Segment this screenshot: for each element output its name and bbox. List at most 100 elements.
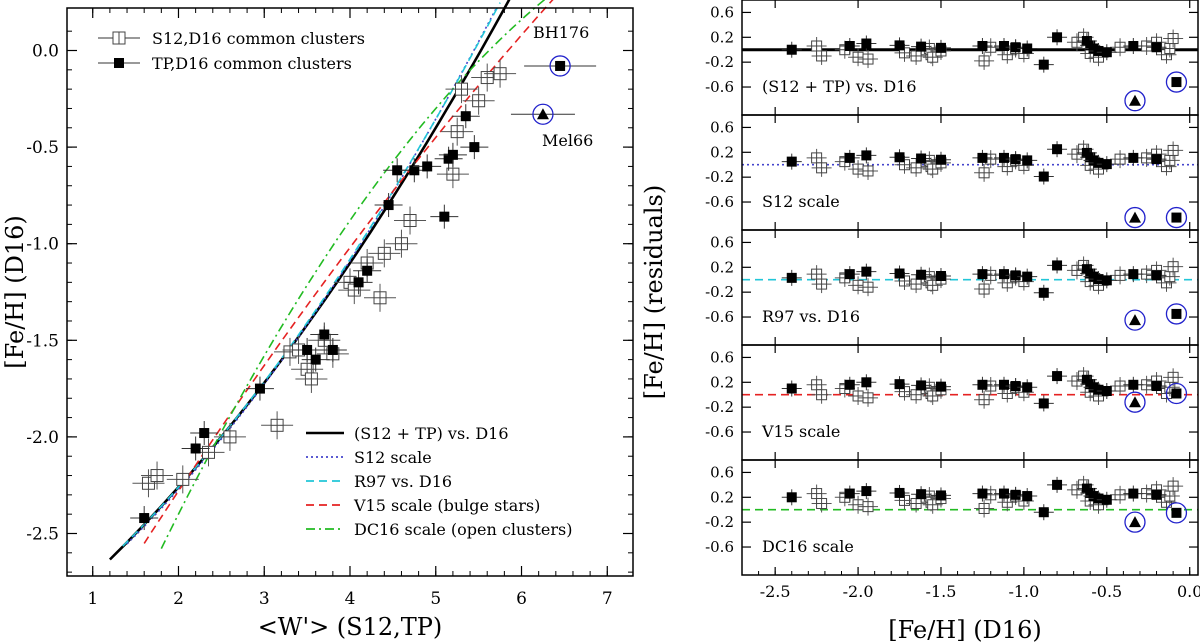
legend-curve-label: R97 vs. D16 (354, 472, 452, 491)
residual-mel66-marker-circle (1124, 511, 1146, 533)
right-y-tick-label: -0.2 (705, 398, 734, 416)
right-y-tick-label: 0.2 (710, 143, 734, 161)
fit-curve-3 (143, 0, 554, 544)
legend-marker-filled (114, 58, 124, 68)
right-y-tick-label: -0.6 (705, 78, 734, 96)
residual-bh176-marker-circle (1165, 382, 1188, 405)
residual-filled-marker (1101, 494, 1112, 505)
residual-filled-marker (1101, 159, 1112, 170)
residual-filled-marker (998, 269, 1009, 280)
residual-filled-marker (1093, 493, 1104, 504)
filled-marker (327, 344, 338, 355)
left-x-tick-label: 4 (345, 589, 356, 609)
residual-filled-marker (1038, 398, 1049, 409)
right-y-tick-label: 0.6 (710, 233, 734, 251)
left-panel: 1 2 3 4 5 6 7 0.0 -0.5 -1.0 -1.5 -2.0 -2.5 <W'> (S12… (1, 0, 634, 641)
residual-mel66-marker (1128, 516, 1141, 528)
residual-filled-marker (894, 268, 905, 279)
left-y-tick-label: 0.0 (32, 42, 59, 62)
legend-curves: (S12 + TP) vs. D16 S12 scale R97 vs. D16 V1… (306, 424, 572, 539)
right-y-tick-label: -0.2 (705, 283, 734, 301)
residual-filled-marker (1010, 42, 1021, 53)
residual-mel66-marker (1128, 396, 1141, 408)
right-y-tick-label: -0.2 (705, 168, 734, 186)
residual-filled-marker (935, 490, 946, 501)
residual-filled-marker (861, 150, 872, 161)
residual-bh176-marker (1171, 507, 1182, 518)
residual-panel-label: V15 scale (761, 422, 840, 441)
residual-filled-marker (1128, 269, 1139, 280)
right-x-tick-label: -2.0 (843, 582, 874, 601)
residual-filled-marker (844, 379, 855, 390)
residual-filled-marker (1052, 479, 1063, 490)
residual-mel66-marker-circle (1124, 206, 1146, 229)
residual-bh176-marker (1171, 212, 1182, 223)
residual-filled-marker (1052, 144, 1063, 155)
left-y-tick-label: -2.5 (26, 524, 59, 544)
residual-filled-marker (1101, 275, 1112, 286)
residual-filled-marker (1038, 59, 1049, 70)
mel66-marker (536, 108, 549, 120)
residual-filled-marker (977, 379, 988, 390)
residual-filled-marker (844, 41, 855, 51)
residual-filled-marker (998, 488, 1009, 499)
filled-marker (392, 165, 403, 176)
annotation-bh176: BH176 (533, 23, 589, 42)
residual-filled-marker (1151, 154, 1162, 165)
right-x-axis-label: [Fe/H] (D16) (888, 616, 1041, 644)
left-axis-ticks: 1 2 3 4 5 6 7 0.0 -0.5 -1.0 -1.5 -2.0 -2.5 (26, 8, 633, 609)
left-y-tick-label: -1.5 (26, 331, 59, 351)
residual-filled-marker (916, 269, 927, 280)
residual-filled-marker (894, 379, 905, 390)
filled-marker (460, 111, 471, 122)
residual-bh176-marker-circle (1165, 71, 1188, 93)
filled-marker (439, 211, 450, 222)
right-y-tick-label: -0.6 (705, 538, 734, 556)
residual-mel66-marker-circle (1124, 391, 1146, 413)
right-y-tick-label: 0.2 (710, 488, 734, 506)
residual-mel66-marker (1128, 94, 1141, 106)
filled-marker (409, 165, 420, 176)
residual-filled-marker (1022, 155, 1033, 166)
residual-filled-marker (861, 377, 872, 388)
residual-filled-marker (998, 152, 1009, 163)
residual-filled-marker (894, 40, 905, 51)
residual-mel66-marker (1128, 211, 1141, 223)
residual-filled-marker (916, 41, 927, 52)
left-x-tick-label: 7 (602, 589, 613, 609)
legend-item-label: S12,D16 common clusters (152, 29, 365, 48)
residual-filled-marker (786, 44, 797, 55)
filled-marker (199, 428, 210, 439)
left-x-tick-label: 5 (430, 589, 441, 609)
left-data-layer (108, 0, 597, 561)
right-x-tick-label: 0.0 (1177, 582, 1200, 601)
left-x-tick-label: 1 (87, 589, 98, 609)
residual-filled-marker (977, 488, 988, 499)
filled-marker (319, 329, 330, 340)
residual-filled-marker (1101, 386, 1112, 396)
right-y-tick-label: -0.6 (705, 193, 734, 211)
right-x-tick-label: -1.5 (926, 582, 957, 601)
residual-filled-marker (977, 269, 988, 280)
residual-filled-marker (1052, 260, 1063, 271)
right-y-tick-label: 0.2 (710, 28, 734, 46)
bh176-marker (555, 60, 566, 71)
filled-marker (447, 149, 458, 160)
residual-filled-marker (1151, 381, 1162, 392)
residual-filled-marker (935, 271, 946, 281)
residual-bh176-marker (1171, 77, 1182, 88)
residual-filled-marker (844, 152, 855, 163)
residual-filled-marker (935, 154, 946, 165)
residual-filled-marker (1022, 382, 1033, 393)
right-data-layer: (S12 + TP) vs. D16 S12 scale R97 vs. D16 V1… (742, 28, 1198, 556)
bh176-marker-circle (549, 55, 571, 77)
residual-filled-marker (1093, 157, 1104, 168)
residual-mel66-marker (1128, 314, 1141, 326)
residual-filled-marker (786, 156, 797, 167)
residual-bh176-marker (1171, 388, 1182, 399)
residual-filled-marker (1022, 271, 1033, 282)
residual-filled-marker (1128, 41, 1139, 51)
right-x-tick-label: -0.5 (1091, 582, 1122, 601)
residual-filled-marker (1151, 270, 1162, 281)
